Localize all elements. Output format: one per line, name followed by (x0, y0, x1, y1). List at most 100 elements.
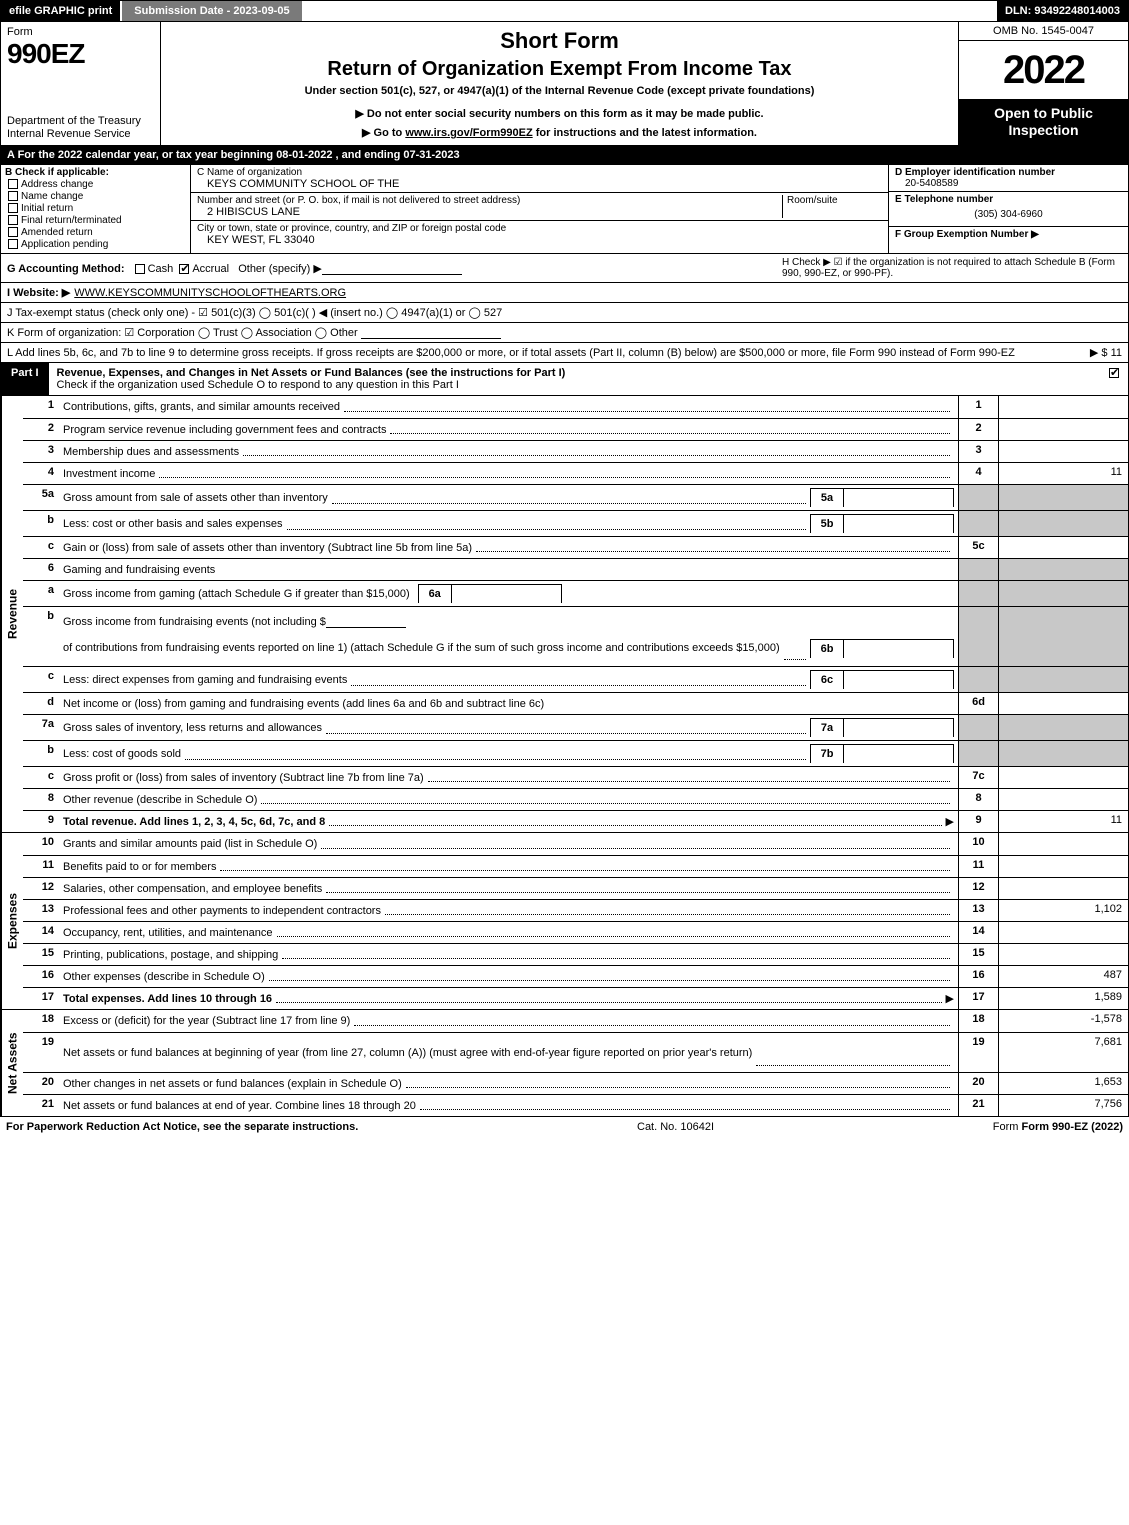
submission-date: Submission Date - 2023-09-05 (120, 1, 301, 21)
line-20: 20Other changes in net assets or fund ba… (23, 1072, 1128, 1094)
part-1-check-desc: Check if the organization used Schedule … (57, 379, 459, 391)
tax-year: 2022 (959, 41, 1128, 99)
telephone: (305) 304-6960 (895, 205, 1122, 224)
dept-label: Department of the Treasury Internal Reve… (7, 115, 154, 141)
g-accounting: G Accounting Method: Cash Accrual Other … (7, 262, 462, 275)
line-13: 13Professional fees and other payments t… (23, 899, 1128, 921)
k-row: K Form of organization: ☑ Corporation ◯ … (0, 323, 1129, 343)
paperwork-notice: For Paperwork Reduction Act Notice, see … (6, 1121, 358, 1133)
net-assets-section: Net Assets 18Excess or (deficit) for the… (0, 1010, 1129, 1117)
line-21: 21Net assets or fund balances at end of … (23, 1094, 1128, 1116)
form-ref: Form Form 990-EZ (2022) (993, 1121, 1123, 1133)
return-title: Return of Organization Exempt From Incom… (169, 58, 950, 81)
c-name-row: C Name of organization KEYS COMMUNITY SC… (191, 165, 888, 193)
header-block: Form 990EZ Department of the Treasury In… (0, 22, 1129, 146)
i-label: I Website: ▶ (7, 286, 70, 299)
i-website-row: I Website: ▶ WWW.KEYSCOMMUNITYSCHOOLOFTH… (0, 283, 1129, 303)
bf-block: B Check if applicable: Address change Na… (0, 165, 1129, 254)
line-19: 19Net assets or fund balances at beginni… (23, 1032, 1128, 1072)
ein: 20-5408589 (895, 178, 1122, 189)
line-6: 6 Gaming and fundraising events (23, 558, 1128, 580)
line-6b: b Gross income from fundraising events (… (23, 606, 1128, 666)
expenses-section: Expenses 10Grants and similar amounts pa… (0, 833, 1129, 1010)
efile-label: efile GRAPHIC print (1, 1, 120, 21)
g-h-row: G Accounting Method: Cash Accrual Other … (0, 254, 1129, 283)
cb-initial-return[interactable]: Initial return (5, 203, 186, 214)
line-7a: 7a Gross sales of inventory, less return… (23, 714, 1128, 740)
cat-no: Cat. No. 10642I (637, 1121, 714, 1133)
dln: DLN: 93492248014003 (997, 1, 1128, 21)
line-6d: d Net income or (loss) from gaming and f… (23, 692, 1128, 714)
c-street-row: Number and street (or P. O. box, if mail… (191, 193, 888, 221)
line-2: 2 Program service revenue including gove… (23, 418, 1128, 440)
line-5a: 5a Gross amount from sale of assets othe… (23, 484, 1128, 510)
short-form-title: Short Form (169, 28, 950, 54)
header-center: Short Form Return of Organization Exempt… (161, 22, 958, 145)
header-left: Form 990EZ Department of the Treasury In… (1, 22, 161, 145)
line-4: 4 Investment income 4 11 (23, 462, 1128, 484)
line-1: 1 Contributions, gifts, grants, and simi… (23, 396, 1128, 418)
c-label: C Name of organization (197, 167, 882, 178)
line-15: 15Printing, publications, postage, and s… (23, 943, 1128, 965)
cb-address-change[interactable]: Address change (5, 179, 186, 190)
d-row: D Employer identification number 20-5408… (889, 165, 1128, 192)
k-text: K Form of organization: ☑ Corporation ◯ … (7, 326, 358, 339)
line-18: 18Excess or (deficit) for the year (Subt… (23, 1010, 1128, 1032)
cb-application-pending[interactable]: Application pending (5, 239, 186, 250)
b-heading: B Check if applicable: (5, 167, 186, 178)
street-label: Number and street (or P. O. box, if mail… (197, 195, 782, 206)
line-7b: b Less: cost of goods sold 7b (23, 740, 1128, 766)
cb-cash[interactable] (135, 264, 145, 274)
line-12: 12Salaries, other compensation, and empl… (23, 877, 1128, 899)
line-17: 17Total expenses. Add lines 10 through 1… (23, 987, 1128, 1009)
j-text: J Tax-exempt status (check only one) - ☑… (7, 306, 502, 319)
expenses-label: Expenses (1, 833, 23, 1009)
revenue-label: Revenue (1, 396, 23, 832)
part-1-checkbox[interactable] (1100, 363, 1128, 395)
page-footer: For Paperwork Reduction Act Notice, see … (0, 1117, 1129, 1137)
goto-post: for instructions and the latest informat… (533, 127, 757, 139)
e-row: E Telephone number (305) 304-6960 (889, 192, 1128, 227)
form-label: Form (7, 26, 154, 38)
form-990ez-page: efile GRAPHIC print Submission Date - 20… (0, 0, 1129, 1137)
g-label: G Accounting Method: (7, 263, 125, 275)
line-11: 11Benefits paid to or for members 11 (23, 855, 1128, 877)
net-assets-label: Net Assets (1, 1010, 23, 1116)
revenue-lines: 1 Contributions, gifts, grants, and simi… (23, 396, 1128, 832)
e-label: E Telephone number (895, 194, 1122, 205)
c-city-row: City or town, state or province, country… (191, 221, 888, 248)
h-check: H Check ▶ ☑ if the organization is not r… (782, 257, 1122, 279)
omb: OMB No. 1545-0047 (959, 22, 1128, 41)
topbar: efile GRAPHIC print Submission Date - 20… (0, 0, 1129, 22)
line-6c: c Less: direct expenses from gaming and … (23, 666, 1128, 692)
cb-accrual[interactable] (179, 264, 189, 274)
other-specify-line[interactable] (322, 263, 462, 275)
header-right: OMB No. 1545-0047 2022 Open to Public In… (958, 22, 1128, 145)
l-row: L Add lines 5b, 6c, and 7b to line 9 to … (0, 343, 1129, 363)
line-3: 3 Membership dues and assessments 3 (23, 440, 1128, 462)
goto-pre: ▶ Go to (362, 127, 405, 139)
l-amount: ▶ $ 11 (1082, 346, 1122, 359)
part-1-title: Revenue, Expenses, and Changes in Net As… (49, 363, 1100, 395)
part-1-header: Part I Revenue, Expenses, and Changes in… (0, 363, 1129, 396)
website-link[interactable]: WWW.KEYSCOMMUNITYSCHOOLOFTHEARTS.ORG (74, 287, 346, 299)
line-9: 9 Total revenue. Add lines 1, 2, 3, 4, 5… (23, 810, 1128, 832)
goto-link[interactable]: www.irs.gov/Form990EZ (405, 127, 532, 139)
cb-name-change[interactable]: Name change (5, 191, 186, 202)
line-10: 10Grants and similar amounts paid (list … (23, 833, 1128, 855)
section-a: A For the 2022 calendar year, or tax yea… (0, 146, 1129, 165)
f-label: F Group Exemption Number ▶ (895, 229, 1122, 240)
under-section: Under section 501(c), 527, or 4947(a)(1)… (169, 85, 950, 97)
expenses-lines: 10Grants and similar amounts paid (list … (23, 833, 1128, 1009)
j-row: J Tax-exempt status (check only one) - ☑… (0, 303, 1129, 323)
k-other-line[interactable] (361, 327, 501, 339)
topbar-spacer (302, 1, 997, 21)
line-16: 16Other expenses (describe in Schedule O… (23, 965, 1128, 987)
open-inspection: Open to Public Inspection (959, 99, 1128, 145)
goto-line: ▶ Go to www.irs.gov/Form990EZ for instru… (169, 126, 950, 139)
org-name: KEYS COMMUNITY SCHOOL OF THE (197, 178, 882, 190)
cb-final-return[interactable]: Final return/terminated (5, 215, 186, 226)
cb-amended-return[interactable]: Amended return (5, 227, 186, 238)
revenue-section: Revenue 1 Contributions, gifts, grants, … (0, 396, 1129, 833)
6b-amount-line[interactable] (326, 616, 406, 628)
